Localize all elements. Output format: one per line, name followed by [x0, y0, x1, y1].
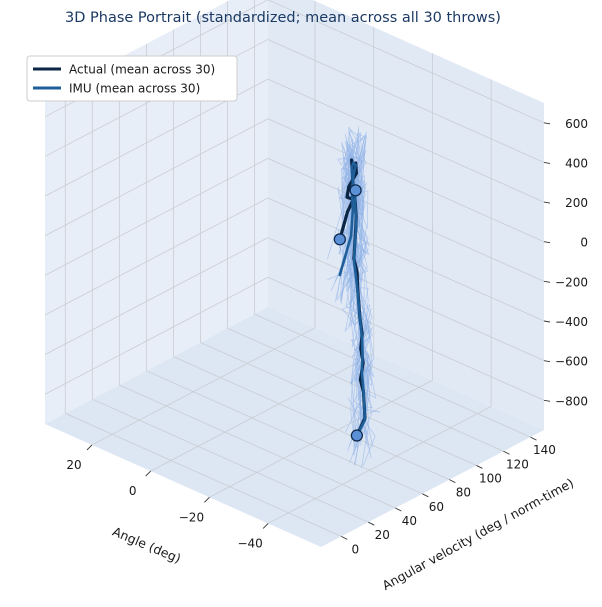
grid-line-y-floor: [92, 398, 369, 523]
z-tick-label: −200: [555, 275, 588, 289]
legend-box: [26, 55, 238, 102]
grid-line-z-side: [267, 0, 545, 124]
grid-line-y-floor: [146, 370, 423, 495]
grid-line-z-back: [44, 276, 269, 395]
grid-line-x-floor: [150, 353, 374, 472]
z-tick-label: 600: [565, 117, 588, 131]
y-tick-mark: [422, 493, 429, 498]
grid-line-y-floor: [119, 384, 396, 509]
y-tick-mark: [341, 535, 348, 540]
z-tick-mark: [543, 280, 551, 283]
z-tick-label: −800: [555, 394, 588, 408]
grid-line-z-back: [44, 158, 269, 276]
z-tick-mark: [543, 399, 551, 402]
z-tick-label: −600: [555, 355, 588, 369]
grid-line-z-back: [44, 237, 269, 355]
z-tick-mark: [543, 241, 551, 244]
grid-line-z-side: [267, 78, 545, 203]
axis-panes: [45, 0, 544, 547]
x-tick-label: 20: [66, 458, 81, 472]
back-pane: [45, 0, 268, 424]
floor-pane: [45, 307, 544, 547]
z-tick-mark: [543, 360, 551, 363]
legend-label-actual: Actual (mean across 30): [69, 63, 215, 77]
y-tick-label: 80: [456, 486, 471, 500]
z-tick-mark: [543, 162, 551, 164]
z-tick-mark: [543, 122, 551, 125]
series-markers: [333, 184, 363, 442]
grid-line-z-side: [267, 276, 545, 401]
x-tick-label: −20: [179, 510, 204, 524]
y-tick-mark: [503, 450, 510, 455]
grid-line-z-back: [44, 118, 269, 237]
y-tick-mark: [395, 507, 402, 512]
throw-trace: [340, 147, 372, 425]
grid-line-z-side: [267, 39, 545, 163]
chart-title: 3D Phase Portrait (standardized; mean ac…: [65, 10, 501, 26]
grid-line-z-back: [44, 197, 269, 316]
grid-line-y-floor: [254, 313, 531, 438]
grid-line-y-floor: [200, 342, 477, 466]
x-tick-mark: [86, 444, 93, 451]
chart-legend: Actual (mean across 30) IMU (mean across…: [26, 55, 238, 102]
grid-line-x-floor: [91, 327, 316, 446]
z-tick-label: 0: [580, 236, 588, 250]
imu-mean-line: [338, 161, 367, 437]
grid-line-x-floor: [267, 406, 492, 524]
z-tick-label: −400: [555, 315, 588, 329]
y-tick-mark: [530, 436, 537, 441]
mean-series-lines: [338, 158, 367, 438]
x-tick-mark: [262, 523, 269, 529]
y-tick-mark: [368, 521, 375, 526]
side-pane: [268, 0, 544, 430]
grid-line-z-side: [267, 237, 545, 362]
x-axis-label: Angle (deg): [110, 524, 183, 566]
grid-line-z-side: [267, 157, 545, 282]
z-tick-mark: [543, 320, 551, 323]
y-tick-mark: [449, 479, 456, 484]
gridlines: [44, 0, 545, 537]
mid-marker: [349, 184, 362, 197]
x-tick-mark: [204, 496, 210, 503]
end-marker: [350, 429, 363, 442]
grid-line-y-floor: [65, 412, 342, 537]
z-tick-mark: [543, 201, 551, 204]
y-tick-mark: [476, 465, 483, 469]
y-tick-label: 140: [533, 443, 556, 457]
y-tick-label: 60: [429, 500, 444, 514]
grid-line-y-floor: [173, 356, 450, 481]
x-tick-mark: [145, 470, 152, 477]
x-tick-label: 0: [129, 484, 137, 498]
axis-ticks: −40−200200204060801001201406004002000−20…: [66, 117, 588, 557]
y-tick-label: 0: [351, 542, 359, 556]
x-tick-label: −40: [237, 536, 262, 550]
y-tick-label: 120: [506, 457, 529, 471]
z-tick-label: 200: [565, 196, 588, 210]
y-tick-label: 100: [479, 471, 502, 485]
legend-label-imu: IMU (mean across 30): [69, 82, 200, 96]
z-tick-label: 400: [565, 156, 588, 170]
grid-line-x-floor: [209, 379, 433, 498]
y-tick-label: 20: [375, 528, 390, 542]
grid-line-z-side: [267, 118, 545, 243]
grid-line-z-side: [267, 197, 545, 322]
start-marker: [333, 233, 346, 246]
y-tick-label: 40: [402, 514, 417, 528]
